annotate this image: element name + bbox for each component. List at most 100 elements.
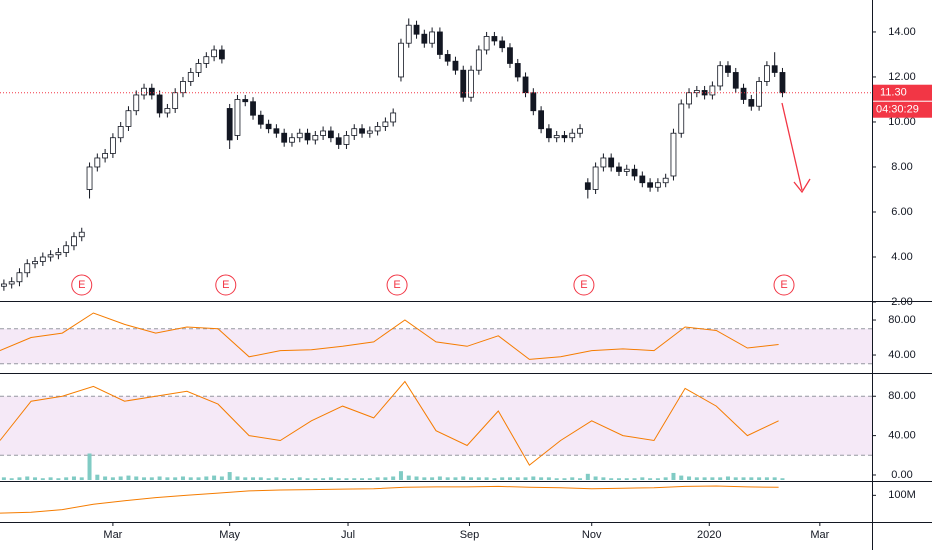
candle-body	[312, 135, 319, 141]
candle-body	[24, 263, 31, 274]
volume-bar	[367, 478, 372, 480]
volume-bar	[142, 477, 147, 480]
volume-bar	[624, 478, 629, 480]
event-marker	[386, 274, 408, 296]
candle-body	[226, 108, 233, 141]
candle-body	[55, 252, 62, 256]
event-label: E	[580, 279, 587, 291]
volume-bar	[188, 477, 193, 480]
countdown-label: 04:30:29	[876, 104, 919, 116]
volume-bar	[780, 478, 785, 480]
candle-body	[522, 76, 529, 94]
candle-body	[475, 49, 482, 71]
annotation-arrowhead	[793, 178, 811, 194]
volume-bar	[40, 478, 45, 480]
indicator-line	[0, 312, 779, 360]
y-tick-label: 6.00	[891, 206, 912, 218]
volume-bar	[56, 478, 61, 480]
candle-body	[631, 168, 638, 177]
volume-bar	[671, 472, 676, 480]
candle-body	[94, 157, 101, 168]
candle-body	[507, 47, 513, 64]
candle-body	[709, 85, 716, 96]
volume-bar	[741, 477, 746, 480]
y-tick-label: 80.00	[888, 314, 916, 326]
candle-body	[234, 99, 241, 136]
candle-body	[647, 182, 654, 188]
candle-body	[732, 72, 739, 89]
volume-bar	[702, 477, 707, 480]
volume-bar	[515, 477, 520, 480]
volume-bar	[414, 476, 419, 480]
volume-bar	[469, 477, 474, 480]
y-tick-label: 4.00	[891, 251, 912, 263]
candle-body	[133, 94, 140, 112]
volume-bar	[757, 477, 762, 480]
candle-body	[413, 24, 420, 35]
x-tick-label: Jul	[341, 529, 355, 541]
volume-bar	[64, 477, 69, 480]
candle-body	[561, 135, 568, 139]
volume-bar	[632, 478, 637, 480]
candle-body	[545, 128, 552, 139]
volume-bar	[165, 477, 170, 480]
candle-body	[717, 65, 724, 87]
volume-bar	[344, 478, 349, 480]
candle-body	[156, 94, 163, 114]
candle-body	[670, 132, 677, 177]
y-tick-label: 12.00	[888, 71, 916, 83]
volume-bar	[391, 476, 396, 480]
volume-bar	[554, 478, 559, 480]
candle-body	[530, 92, 537, 112]
candle-body	[148, 87, 155, 96]
volume-bar	[235, 476, 240, 480]
x-tick-label: May	[219, 529, 240, 541]
candle-body	[538, 110, 545, 130]
event-label: E	[780, 279, 787, 291]
candle-body	[351, 128, 358, 136]
volume-bar	[710, 477, 715, 480]
event-marker	[215, 274, 237, 296]
x-tick-label: Sep	[460, 529, 480, 541]
candle-body	[584, 182, 591, 190]
volume-bar	[764, 477, 769, 480]
volume-bar	[149, 477, 154, 480]
event-label: E	[222, 279, 229, 291]
y-tick-label: 80.00	[888, 390, 916, 402]
volume-bar	[180, 476, 185, 480]
volume-bar	[445, 477, 450, 480]
volume-bar	[453, 477, 458, 480]
indicator-line	[0, 485, 779, 514]
candle-body	[39, 256, 46, 262]
y-tick-label: 14.00	[888, 26, 916, 38]
candle-body	[429, 31, 436, 44]
volume-bar	[118, 476, 123, 480]
candle-body	[662, 177, 669, 184]
candle-body	[600, 157, 607, 168]
volume-bar	[648, 478, 653, 480]
volume-bar	[110, 477, 115, 480]
candle-body	[382, 121, 389, 127]
candle-body	[756, 81, 763, 107]
volume-bar	[461, 476, 466, 480]
indicator-band	[0, 328, 872, 364]
candle-body	[366, 130, 373, 134]
candle-body	[592, 166, 599, 190]
y-tick-label: 8.00	[891, 161, 912, 173]
volume-bar	[48, 477, 53, 480]
volume-bar	[718, 477, 723, 480]
event-label: E	[78, 279, 85, 291]
candle-body	[514, 63, 521, 78]
volume-bar	[17, 477, 22, 480]
candle-body	[71, 236, 77, 247]
volume-bar	[71, 476, 76, 480]
volume-bar	[640, 477, 645, 480]
candle-body	[304, 132, 311, 141]
y-tick-label: 40.00	[888, 349, 916, 361]
candle-body	[460, 69, 467, 98]
candle-body	[608, 157, 615, 168]
volume-bar	[336, 478, 341, 480]
volume-bar	[406, 475, 411, 480]
